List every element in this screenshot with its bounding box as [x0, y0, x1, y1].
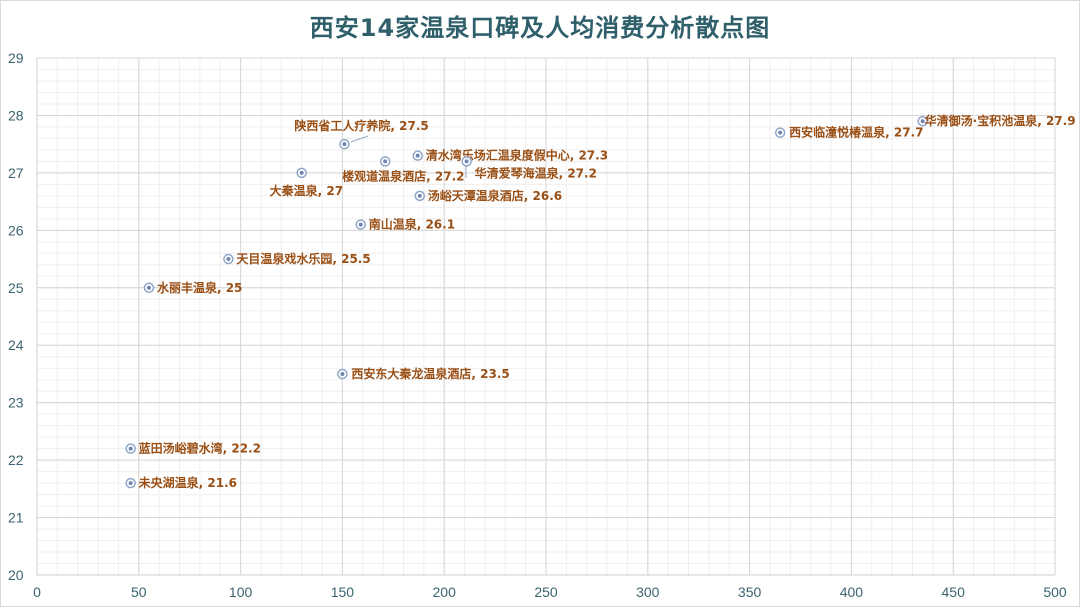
y-tick-label: 28	[8, 107, 24, 123]
data-point-marker-core	[920, 119, 925, 124]
data-label: 天目温泉戏水乐园, 25.5	[236, 251, 370, 266]
data-label: 清水湾乐场汇温泉度假中心, 27.3	[426, 148, 608, 163]
x-tick-label: 450	[942, 584, 966, 600]
label-leader-line	[350, 135, 369, 143]
data-point-marker-core	[464, 159, 469, 164]
x-tick-label: 50	[131, 584, 147, 600]
y-tick-label: 29	[8, 50, 24, 66]
data-point-marker-core	[340, 371, 345, 376]
x-tick-label: 300	[636, 584, 660, 600]
data-label: 南山温泉, 26.1	[369, 217, 455, 232]
x-tick-label: 350	[738, 584, 762, 600]
y-tick-label: 23	[8, 395, 24, 411]
chart-title: 西安14家温泉口碑及人均消费分析散点图	[309, 14, 771, 42]
data-label: 水丽丰温泉, 25	[157, 280, 242, 295]
x-tick-label: 0	[33, 584, 41, 600]
y-tick-label: 22	[8, 452, 24, 468]
data-point-marker-core	[226, 257, 231, 262]
x-tick-label: 250	[534, 584, 558, 600]
x-tick-label: 200	[433, 584, 457, 600]
data-point-marker-core	[299, 170, 304, 175]
y-tick-label: 25	[8, 280, 24, 296]
y-tick-label: 21	[8, 510, 24, 526]
x-tick-label: 500	[1043, 584, 1067, 600]
y-tick-label: 26	[8, 222, 24, 238]
x-tick-label: 400	[840, 584, 864, 600]
data-point-marker-core	[417, 193, 422, 198]
data-label: 华清御汤·宝积池温泉, 27.9	[925, 113, 1076, 128]
data-point-marker-core	[146, 285, 151, 290]
data-label: 蓝田汤峪碧水湾, 22.2	[139, 441, 261, 456]
data-point-marker-core	[778, 130, 783, 135]
data-point-marker-core	[128, 446, 133, 451]
data-label: 华清爱琴海温泉, 27.2	[475, 165, 597, 180]
data-label: 陕西省工人疗养院, 27.5	[294, 118, 428, 133]
data-point-marker-core	[358, 222, 363, 227]
y-tick-label: 20	[8, 567, 24, 583]
x-tick-label: 100	[229, 584, 253, 600]
y-tick-label: 27	[8, 165, 24, 181]
data-label: 大秦温泉, 27	[270, 183, 343, 198]
data-point-marker-core	[383, 159, 388, 164]
data-point-marker-core	[415, 153, 420, 158]
data-point-marker-core	[128, 481, 133, 486]
data-point-marker-core	[342, 142, 347, 147]
data-label: 西安东大秦龙温泉酒店, 23.5	[351, 366, 509, 381]
data-label: 汤峪天潭温泉酒店, 26.6	[428, 188, 562, 203]
y-tick-label: 24	[8, 337, 24, 353]
x-tick-label: 150	[331, 584, 355, 600]
data-label: 未央湖温泉, 21.6	[138, 475, 237, 490]
data-label: 楼观道温泉酒店, 27.2	[342, 168, 464, 183]
data-label: 西安临潼悦椿温泉, 27.7	[789, 125, 923, 140]
